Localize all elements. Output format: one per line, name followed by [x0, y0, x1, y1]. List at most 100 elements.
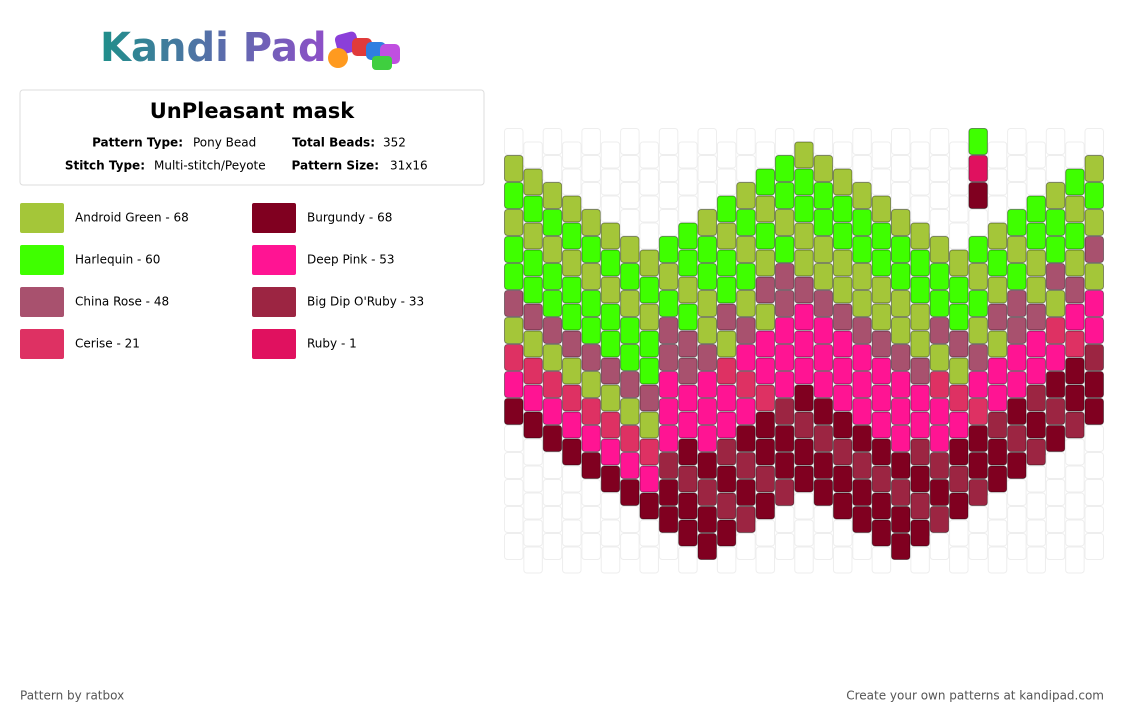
empty-bead: [620, 182, 640, 209]
bead: [949, 492, 969, 520]
bead: [716, 276, 737, 304]
bead: [639, 249, 659, 277]
bead: [1026, 276, 1046, 304]
bead: [716, 465, 737, 493]
bead: [832, 195, 853, 223]
bead: [929, 452, 950, 479]
logo[interactable]: Kandi Pad: [100, 25, 327, 71]
bead: [736, 344, 756, 371]
bead: [639, 411, 659, 439]
empty-bead: [949, 519, 969, 547]
empty-bead: [736, 128, 756, 155]
bead: [774, 479, 795, 506]
bead: [794, 465, 814, 493]
empty-bead: [1084, 425, 1104, 452]
empty-bead: [852, 533, 872, 560]
bead: [736, 479, 756, 506]
bead: [1026, 222, 1046, 250]
bead: [600, 222, 621, 250]
bead: [891, 371, 911, 398]
empty-bead: [1045, 452, 1066, 479]
bead: [910, 222, 930, 250]
bead: [755, 168, 776, 196]
bead: [1065, 303, 1085, 331]
detail-value: 352: [383, 136, 406, 150]
info-card: [19, 89, 485, 186]
bead: [852, 506, 872, 533]
bead: [716, 384, 737, 412]
bead: [987, 222, 1008, 250]
empty-bead: [600, 519, 621, 547]
bead: [542, 371, 563, 398]
bead: [678, 465, 698, 493]
bead: [620, 425, 640, 452]
legend-label: China Rose - 48: [75, 295, 169, 309]
bead: [542, 317, 563, 344]
empty-bead: [523, 492, 543, 520]
empty-bead: [658, 155, 679, 182]
bead: [542, 344, 563, 371]
empty-bead: [736, 155, 756, 182]
bead: [1084, 155, 1104, 182]
bead: [562, 195, 582, 223]
empty-bead: [697, 182, 717, 209]
site-link[interactable]: Create your own patterns at kandipad.com: [846, 689, 1104, 703]
empty-bead: [871, 546, 892, 574]
bead: [504, 290, 524, 317]
bead: [639, 330, 659, 358]
bead: [813, 236, 834, 263]
bead: [968, 236, 988, 263]
bead: [794, 168, 814, 196]
bead: [968, 128, 988, 155]
legend-swatch: [20, 287, 64, 317]
empty-bead: [542, 452, 563, 479]
bead: [658, 290, 679, 317]
bead: [755, 330, 776, 358]
bead: [562, 249, 582, 277]
bead: [1065, 357, 1085, 385]
empty-bead: [1065, 492, 1085, 520]
empty-bead: [1007, 182, 1027, 209]
bead: [581, 344, 601, 371]
legend-swatch: [252, 287, 296, 317]
bead: [755, 357, 776, 385]
bead: [968, 344, 988, 371]
empty-bead: [678, 168, 698, 196]
bead: [968, 290, 988, 317]
bead: [1026, 249, 1046, 277]
empty-bead: [1007, 479, 1027, 506]
bead: [832, 222, 853, 250]
bead: [1026, 195, 1046, 223]
bead: [774, 290, 795, 317]
bead: [542, 263, 563, 290]
bead: [600, 249, 621, 277]
bead: [620, 398, 640, 425]
bead: [929, 236, 950, 263]
empty-bead: [1026, 546, 1046, 574]
bead: [658, 506, 679, 533]
bead: [562, 222, 582, 250]
empty-bead: [929, 533, 950, 560]
bead: [929, 398, 950, 425]
bead: [504, 398, 524, 425]
bead: [678, 438, 698, 466]
empty-bead: [504, 425, 524, 452]
empty-bead: [794, 492, 814, 520]
bead: [639, 384, 659, 412]
empty-bead: [987, 141, 1008, 169]
empty-bead: [910, 546, 930, 574]
bead: [755, 411, 776, 439]
bead: [1026, 357, 1046, 385]
bead: [794, 195, 814, 223]
bead: [968, 452, 988, 479]
bead: [949, 330, 969, 358]
bead: [736, 371, 756, 398]
empty-bead: [620, 506, 640, 533]
bead: [1026, 438, 1046, 466]
bead: [813, 182, 834, 209]
bead: [600, 303, 621, 331]
bead: [639, 276, 659, 304]
legend-label: Cerise - 21: [75, 337, 140, 351]
empty-bead: [678, 546, 698, 574]
empty-bead: [639, 168, 659, 196]
